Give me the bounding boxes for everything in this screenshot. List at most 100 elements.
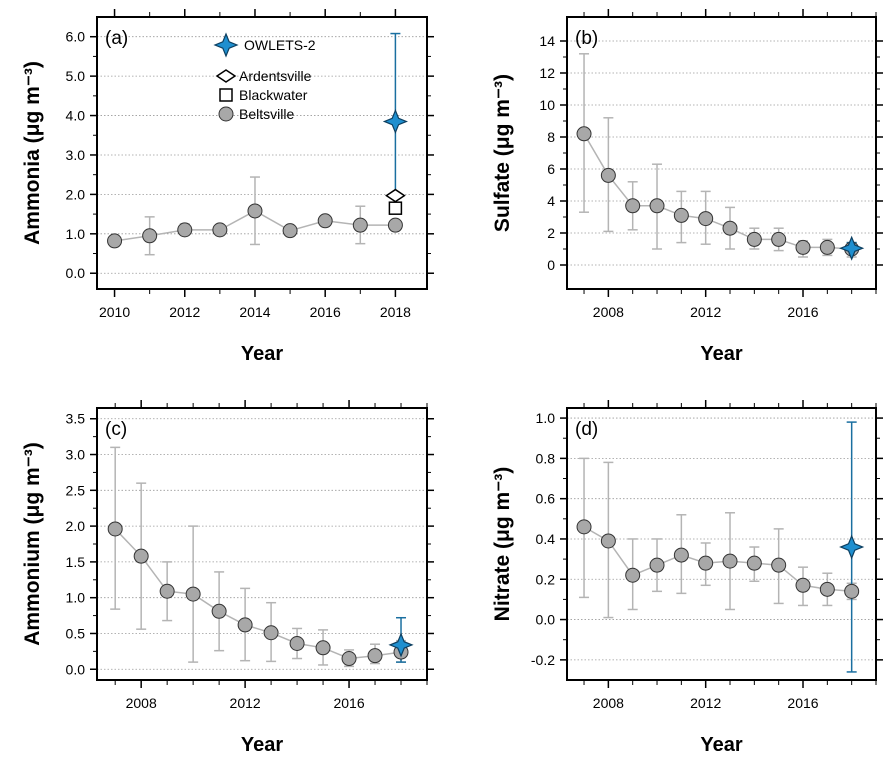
y-tick-label: 0.0 [66,265,86,281]
beltsville-point [673,207,689,223]
beltsville-point [341,651,357,667]
beltsville-point [698,555,714,571]
y-tick-label: 6 [547,161,555,177]
y-tick-label: 6.0 [66,29,86,45]
legend-label: Ardentsville [239,68,312,84]
beltsville-point [247,203,263,219]
y-axis-label: Ammonia (μg m⁻³) [21,61,44,245]
owlets-2-point [839,534,865,560]
panel-label: (c) [105,419,127,440]
owlets-2-point [382,108,408,135]
beltsville-point [185,586,201,602]
legend: OWLETS-2 Ardentsville Blackwater Beltsville [213,32,316,122]
beltsville-point [649,198,665,214]
beltsville-point [746,555,762,571]
x-axis-label: Year [700,734,742,756]
y-tick-label: 2 [547,225,555,241]
x-tick-label: 2014 [239,304,270,320]
blackwater-point [388,201,403,215]
beltsville-point [600,533,616,549]
beltsville-line [583,526,852,593]
beltsville-point [107,233,123,249]
x-tick-label: 2016 [310,304,341,320]
beltsville-point [107,521,123,537]
beltsville-point [133,548,149,564]
beltsville-point [289,635,305,651]
legend-label: Beltsville [239,106,294,122]
y-tick-label: 2.0 [66,186,86,202]
legend-label: Blackwater [239,87,308,103]
x-axis-label: Year [700,343,742,365]
beltsville-point [649,557,665,573]
beltsville-point [722,553,738,569]
owlets-2-point [839,235,865,261]
y-tick-label: 3.0 [66,447,86,463]
y-axis-label: Sulfate (μg m⁻³) [491,74,514,232]
beltsville-point [263,625,279,641]
legend-marker [215,69,237,83]
x-tick-label: 2018 [380,304,411,320]
y-tick-label: 1.0 [66,590,86,606]
y-axis-label: Nitrate (μg m⁻³) [491,467,514,622]
y-tick-label: 0.0 [536,612,556,628]
owlets-2-point [388,632,414,658]
beltsville-point [771,231,787,247]
y-tick-label: 3.5 [66,411,86,427]
beltsville-point [367,648,383,664]
beltsville-point [212,222,228,238]
beltsville-point [576,126,592,142]
x-tick-label: 2012 [690,695,721,711]
y-tick-label: 0 [547,257,555,273]
beltsville-point [625,198,641,214]
x-tick-label: 2016 [333,695,364,711]
beltsville-point [819,581,835,597]
y-tick-label: 10 [539,97,555,113]
x-tick-label: 2012 [169,304,200,320]
beltsville-point [387,217,403,233]
plot-frame [566,407,877,681]
y-tick-label: -0.2 [531,652,555,668]
y-tick-label: 3.0 [66,147,86,163]
beltsville-point [576,519,592,535]
beltsville-point [771,557,787,573]
x-tick-label: 2010 [99,304,130,320]
chart-panel-1: 0.0 1.0 2.0 3.0 4.0 5.0 6.0 2010 2012 2014 2016 201… [21,9,434,365]
beltsville-line [114,528,402,660]
y-tick-label: 14 [539,33,555,49]
y-tick-label: 1.0 [536,410,556,426]
legend-marker [218,106,234,122]
beltsville-point [317,213,333,229]
beltsville-point [746,231,762,247]
y-tick-label: 0.6 [536,491,556,507]
y-tick-label: 0.5 [66,625,86,641]
x-tick-label: 2008 [126,695,157,711]
beltsville-point [177,222,193,238]
y-tick-label: 1.5 [66,554,86,570]
beltsville-point [600,167,616,183]
legend-marker [213,32,239,58]
panel-label: (d) [575,419,598,440]
chart-panel-4: -0.2 0.0 0.2 0.4 0.6 0.8 1.0 2008 2012 2016 Year Ni… [491,400,883,756]
beltsville-point [673,547,689,563]
beltsville-line [583,133,852,250]
y-tick-label: 4.0 [66,108,86,124]
x-tick-label: 2016 [787,695,818,711]
x-axis-label: Year [241,734,283,756]
beltsville-point [722,220,738,236]
beltsville-point [844,583,860,599]
x-tick-label: 2008 [593,304,624,320]
plot-frame [96,407,428,681]
beltsville-point [625,567,641,583]
chart-panel-3: 0.0 0.5 1.0 1.5 2.0 2.5 3.0 3.5 2008 2012 2016 Year… [21,400,434,756]
beltsville-point [315,640,331,656]
panel-label: (a) [105,28,128,49]
y-tick-label: 5.0 [66,68,86,84]
beltsville-point [282,223,298,239]
beltsville-point [698,211,714,227]
beltsville-point [211,603,227,619]
ardentsville-point [385,188,406,203]
y-tick-label: 2.5 [66,482,86,498]
x-tick-label: 2012 [690,304,721,320]
legend-label: OWLETS-2 [244,37,316,53]
